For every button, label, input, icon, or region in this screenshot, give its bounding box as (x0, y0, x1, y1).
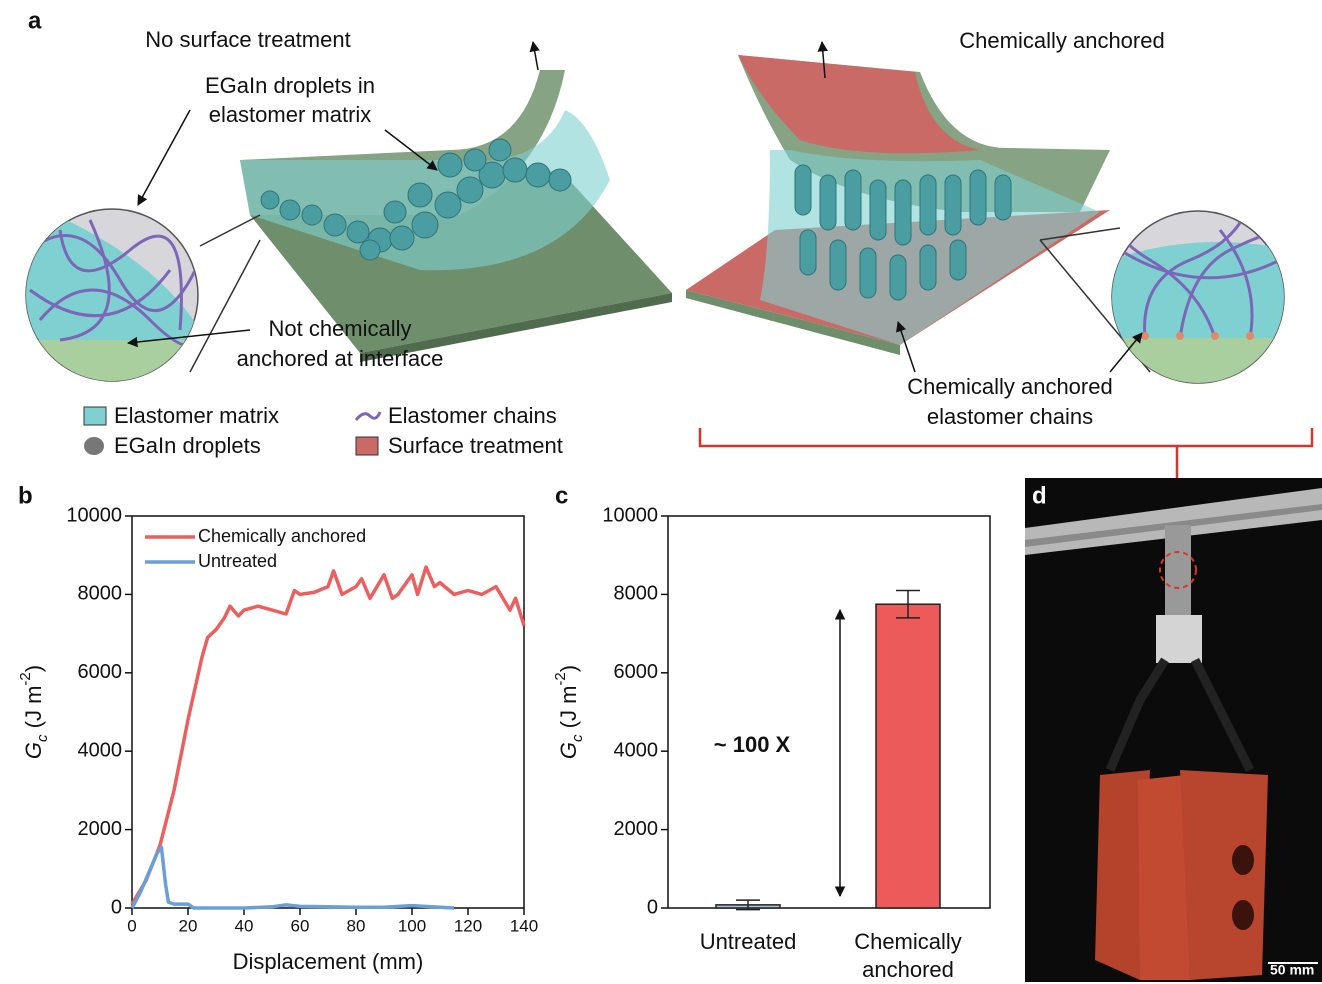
y-axis-label-part: ) (556, 665, 581, 672)
y-tick-label: 8000 (614, 583, 659, 605)
x-tick-label: 60 (291, 916, 310, 935)
x-tick-label: Chemically anchored (853, 928, 963, 984)
panel-title: Chemically anchored (959, 28, 1164, 53)
panel-label: b (18, 482, 33, 509)
legend-label: Chemically anchored (198, 526, 366, 546)
panel-label: c (555, 482, 568, 509)
legend-swatch (84, 437, 104, 455)
plot-frame (668, 516, 990, 908)
x-tick-label: 80 (347, 916, 366, 935)
legend-swatch (84, 407, 106, 425)
y-tick-label: 2000 (78, 818, 123, 840)
legend-label: Untreated (198, 551, 277, 571)
y-tick-label: 0 (647, 896, 658, 918)
figure: a b c d 50 mm No surface treatment Chemi… (0, 0, 1322, 982)
panel-label: d (1032, 482, 1047, 509)
y-axis-label-part: (J m (21, 686, 46, 735)
y-axis-label-part: G (21, 742, 46, 759)
legend-label: EGaIn droplets (114, 433, 261, 458)
data-line (132, 567, 524, 904)
x-tick-label: 140 (510, 916, 538, 935)
legend-swatch (356, 412, 380, 420)
legend-swatch (356, 437, 378, 455)
x-tick-label: 100 (398, 916, 426, 935)
bar (876, 604, 940, 908)
y-tick-label: 10000 (66, 504, 122, 526)
callout: Not chemically (268, 316, 411, 341)
y-axis-label-part: -2 (552, 672, 569, 685)
callout: EGaIn droplets in (205, 73, 375, 98)
y-tick-label: 4000 (614, 739, 659, 761)
y-tick-label: 6000 (614, 661, 659, 683)
panel-label: a (28, 7, 42, 34)
data-line (132, 847, 454, 908)
x-tick-label: Untreated (673, 928, 823, 956)
y-axis-label-part: G (556, 742, 581, 759)
y-axis-label-part: (J m (556, 686, 581, 735)
x-tick-label: 40 (235, 916, 254, 935)
x-axis-label: Displacement (mm) (233, 949, 424, 974)
scale-bar-label: 50 mm (1270, 962, 1314, 978)
legend-label: Elastomer matrix (114, 403, 279, 428)
callout: Chemically anchored (907, 374, 1112, 399)
panel-title: No surface treatment (145, 27, 350, 52)
legend-label: Elastomer chains (388, 403, 557, 428)
x-tick-label: 0 (127, 916, 136, 935)
legend-label: Surface treatment (388, 433, 563, 458)
annotation: ~ 100 X (714, 732, 791, 757)
y-tick-label: 10000 (602, 504, 658, 526)
y-tick-label: 8000 (78, 583, 123, 605)
callout: elastomer chains (927, 404, 1093, 429)
figure-canvas: a b c d 50 mm No surface treatment Chemi… (0, 0, 1322, 982)
callout: elastomer matrix (209, 102, 372, 127)
x-tick-label: 120 (454, 916, 482, 935)
y-tick-label: 0 (111, 896, 122, 918)
photo (1025, 478, 1322, 982)
y-tick-label: 4000 (78, 739, 123, 761)
y-axis-label: Gc (J m-2) (552, 665, 586, 759)
anchored-illustration (686, 42, 1300, 408)
y-axis-label-part: ) (21, 665, 46, 672)
y-tick-label: 6000 (78, 661, 123, 683)
x-tick-label: 20 (179, 916, 198, 935)
callout: anchored at interface (237, 346, 444, 371)
y-axis-label: Gc (J m-2) (17, 665, 51, 759)
y-axis-label-part: -2 (17, 672, 34, 685)
y-tick-label: 2000 (614, 818, 659, 840)
